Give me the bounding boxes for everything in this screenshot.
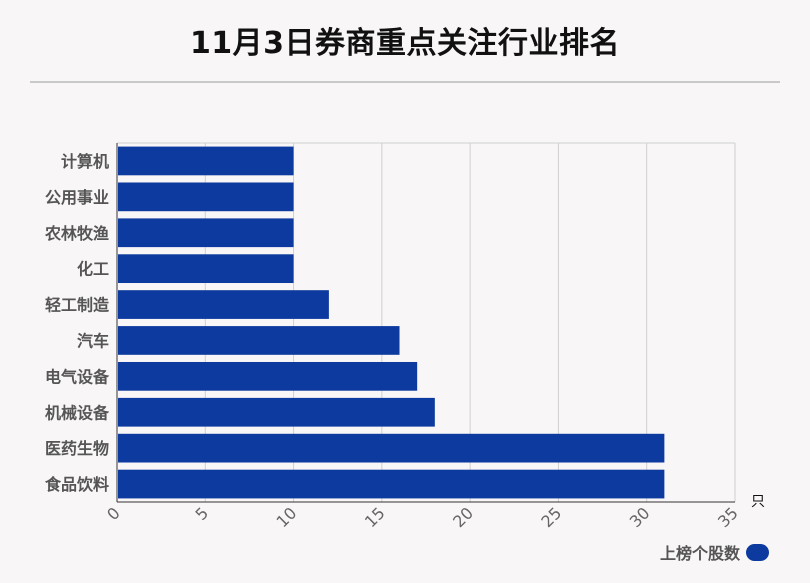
category-label: 汽车 <box>77 331 109 350</box>
x-tick-label: 0 <box>103 503 124 524</box>
category-label: 计算机 <box>61 152 109 171</box>
bar <box>118 361 418 391</box>
bar <box>118 433 665 463</box>
category-label: 化工 <box>77 260 109 279</box>
bar <box>118 182 294 212</box>
category-label: 医药生物 <box>45 439 109 458</box>
bar <box>118 469 665 499</box>
x-tick-label: 10 <box>273 503 301 531</box>
x-tick-label: 15 <box>361 503 389 531</box>
category-label: 轻工制造 <box>45 296 110 315</box>
x-tick-labels: 0 5 10 15 20 25 30 35 <box>103 503 742 531</box>
x-tick-label: 30 <box>626 503 654 531</box>
x-tick-label: 5 <box>191 503 212 524</box>
category-label: 机械设备 <box>45 403 110 422</box>
chart-title: 11月3日券商重点关注行业排名 <box>189 26 621 61</box>
title-divider <box>30 81 780 83</box>
bar <box>118 290 329 319</box>
category-label: 食品饮料 <box>44 475 109 494</box>
category-label: 电气设备 <box>45 367 110 386</box>
x-unit-label: 只 <box>751 494 765 510</box>
legend-swatch <box>746 543 769 561</box>
bar <box>118 254 294 284</box>
x-tick-label: 35 <box>714 503 742 531</box>
category-label: 公用事业 <box>45 188 109 207</box>
bar <box>118 146 294 176</box>
bar-group <box>118 146 665 499</box>
bar <box>118 218 294 248</box>
bar <box>118 326 400 355</box>
legend-label: 上榜个股数 <box>659 544 740 563</box>
x-tick-label: 20 <box>449 503 477 531</box>
legend: 上榜个股数 <box>660 540 769 564</box>
category-label: 农林牧渔 <box>44 224 109 243</box>
bar <box>118 397 435 427</box>
x-tick-label: 25 <box>537 503 565 531</box>
